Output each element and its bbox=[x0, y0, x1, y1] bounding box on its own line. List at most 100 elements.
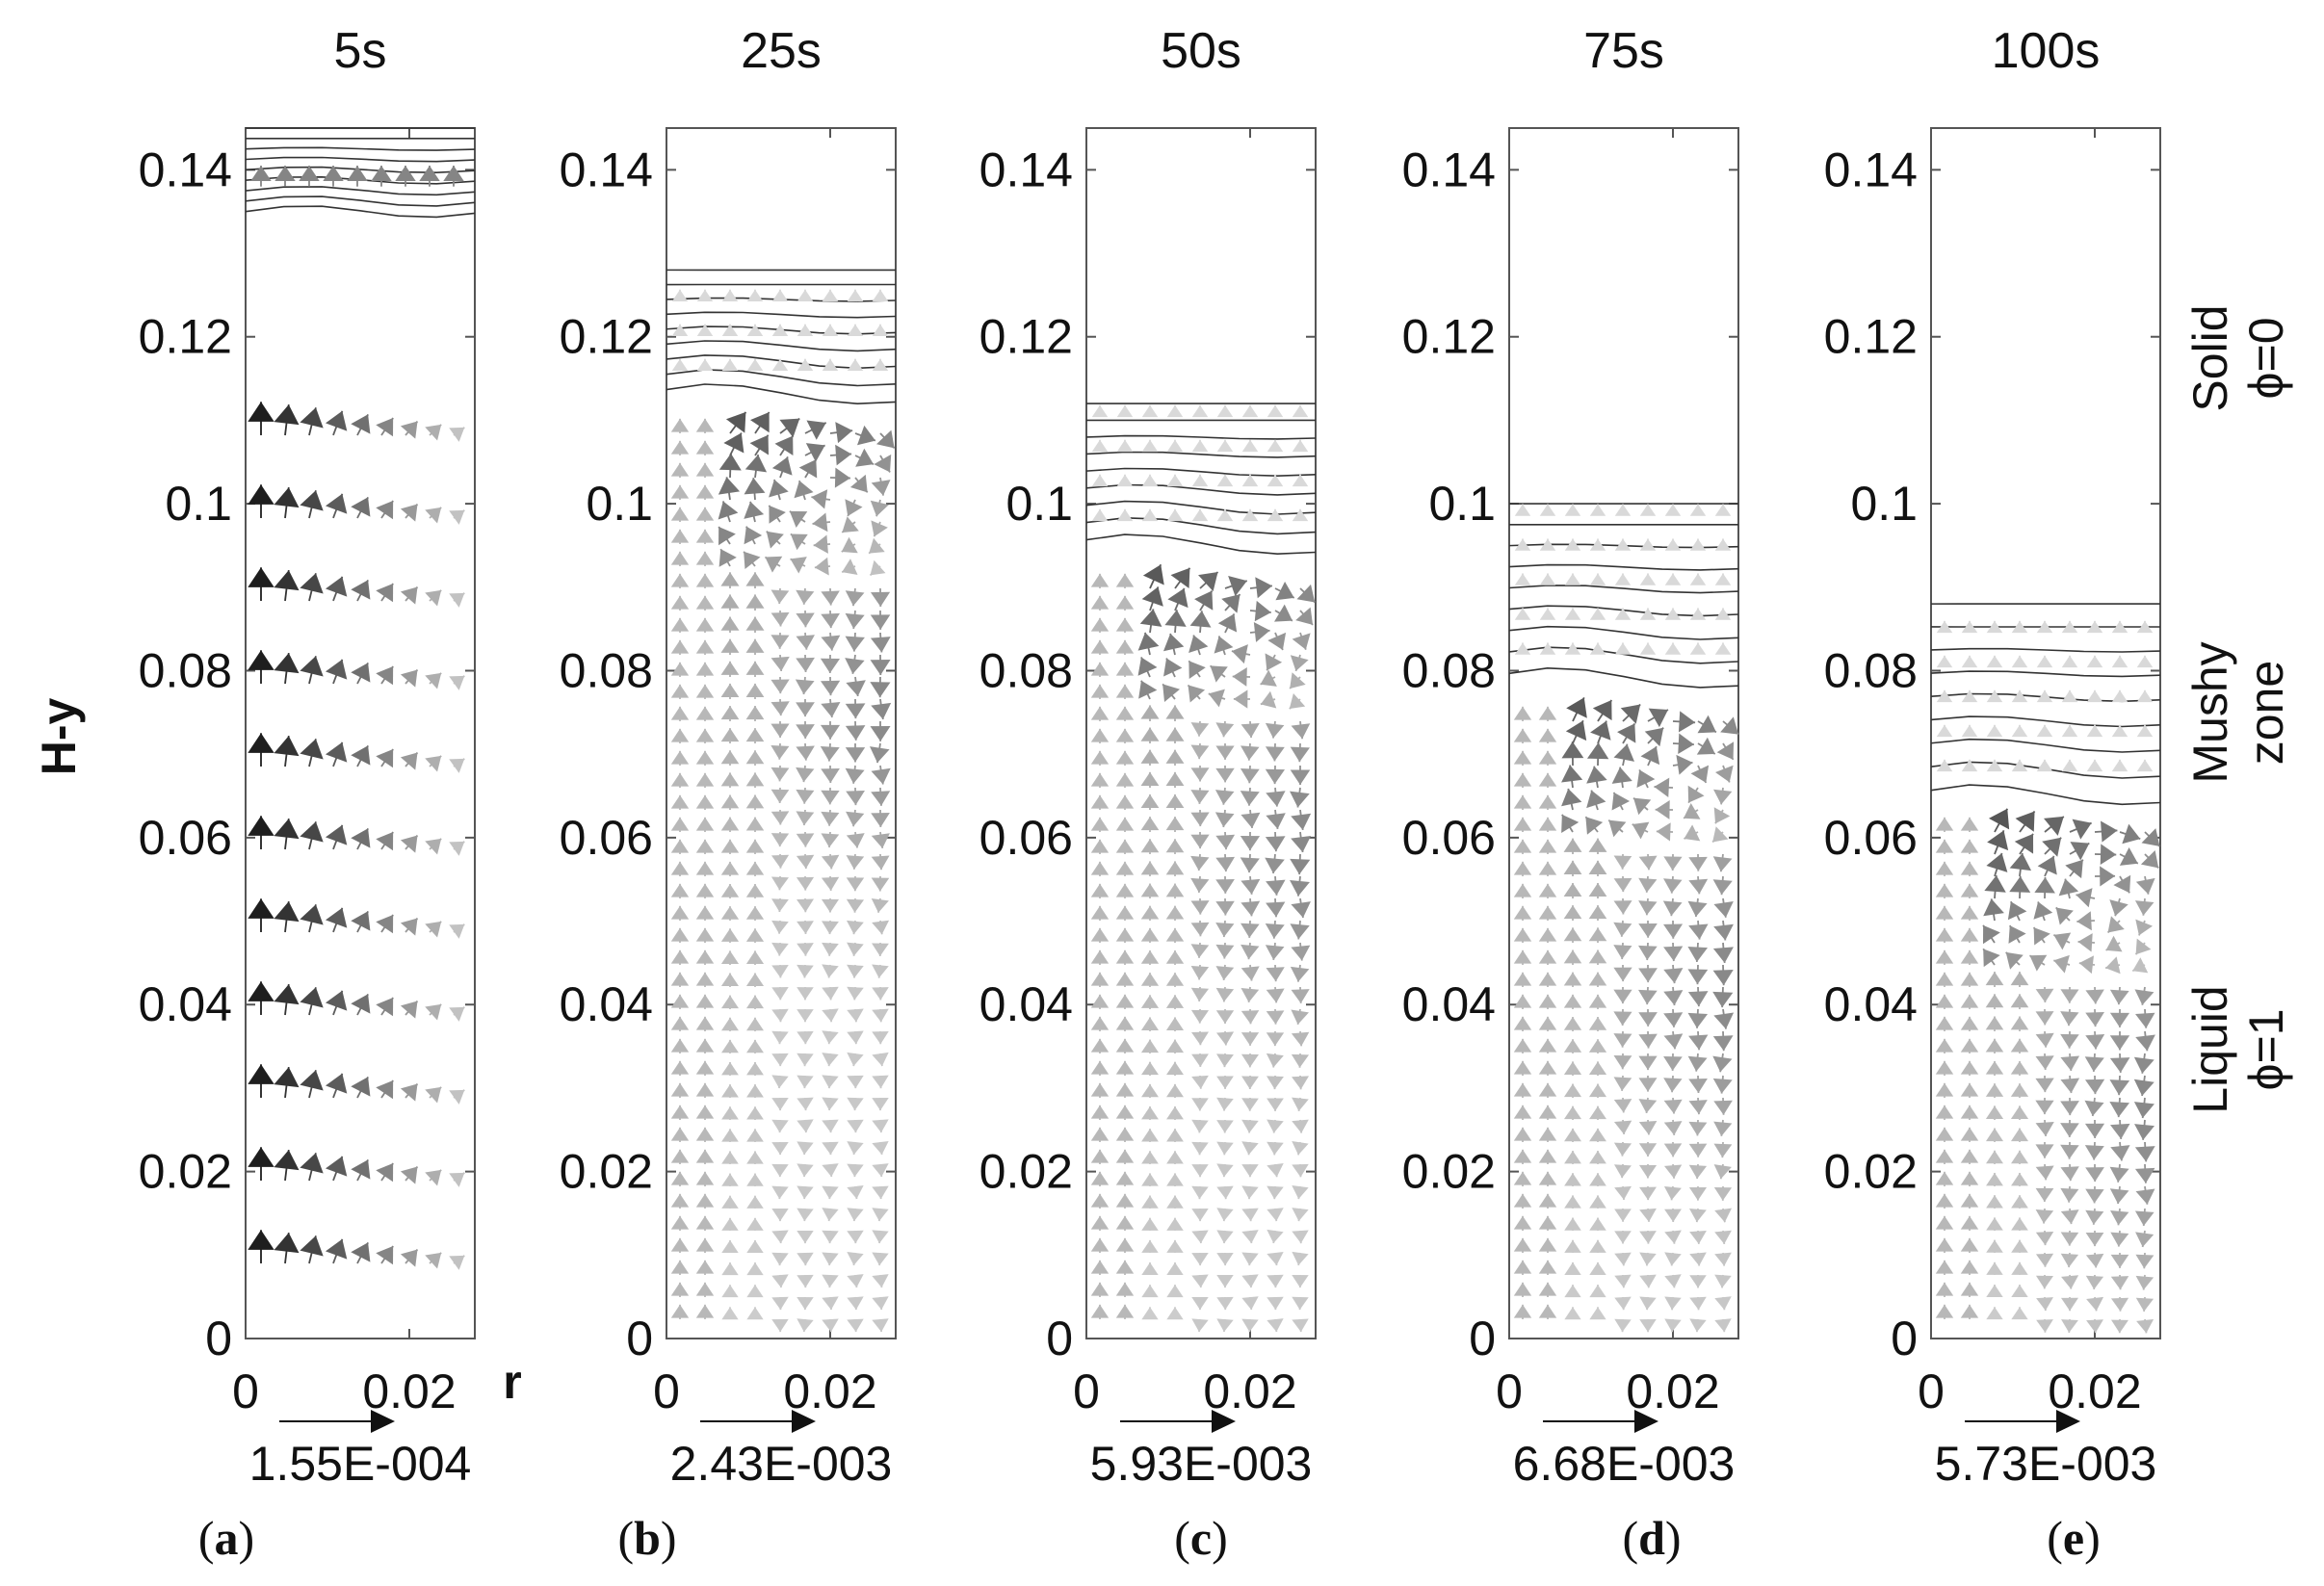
velocity-arrow-head bbox=[1140, 905, 1160, 920]
velocity-arrow-head bbox=[720, 683, 740, 698]
velocity-arrow-head bbox=[1265, 768, 1286, 785]
velocity-arrow-head bbox=[376, 748, 394, 768]
velocity-arrow-head bbox=[1712, 1035, 1734, 1052]
velocity-arrow-head bbox=[1588, 905, 1607, 920]
velocity-arrow-head bbox=[872, 1052, 889, 1067]
velocity-arrow-head bbox=[248, 1230, 274, 1250]
y-tick-label: 0.12 bbox=[560, 310, 653, 364]
velocity-arrow-head bbox=[1265, 857, 1285, 874]
velocity-arrow-head bbox=[300, 987, 324, 1008]
velocity-arrow-head bbox=[695, 1215, 715, 1230]
velocity-arrow-head bbox=[2035, 1209, 2054, 1224]
velocity-arrow-head bbox=[1240, 1053, 1259, 1068]
velocity-arrow-head bbox=[671, 324, 689, 337]
velocity-arrow-head bbox=[670, 684, 690, 698]
velocity-arrow-head bbox=[1140, 973, 1160, 986]
velocity-arrow-head bbox=[376, 914, 394, 934]
velocity-arrow-head bbox=[821, 768, 840, 784]
velocity-arrow-head bbox=[300, 904, 324, 925]
velocity-arrow-head bbox=[1936, 759, 1953, 772]
plot-frame bbox=[1930, 127, 2161, 1339]
velocity-arrow-head bbox=[2111, 620, 2128, 634]
velocity-arrow-head bbox=[2085, 1209, 2104, 1225]
velocity-arrow-head bbox=[425, 1086, 442, 1104]
velocity-arrow-head bbox=[1539, 642, 1556, 655]
velocity-arrow-head bbox=[1191, 1185, 1209, 1200]
velocity-arrow-head bbox=[2135, 1297, 2154, 1312]
y-tick-label: 0.12 bbox=[1402, 310, 1496, 364]
velocity-arrow-head bbox=[1167, 587, 1188, 609]
velocity-arrow-head bbox=[695, 905, 715, 920]
velocity-field bbox=[1090, 404, 1316, 1333]
velocity-arrow-head bbox=[696, 289, 714, 302]
velocity-arrow-head bbox=[1265, 653, 1283, 671]
velocity-arrow-head bbox=[1115, 972, 1135, 986]
velocity-arrow-head bbox=[1538, 750, 1557, 765]
velocity-arrow-head bbox=[1985, 994, 2004, 1008]
y-tick-label: 0.06 bbox=[139, 811, 232, 865]
velocity-arrow-head bbox=[790, 557, 807, 574]
velocity-arrow-head bbox=[2035, 1032, 2054, 1048]
velocity-arrow-head bbox=[1292, 1140, 1309, 1156]
velocity-arrow-head bbox=[822, 986, 839, 1001]
velocity-arrow-head bbox=[2035, 1078, 2054, 1093]
velocity-arrow-head bbox=[1141, 1105, 1159, 1120]
velocity-arrow-head bbox=[1513, 883, 1532, 897]
velocity-arrow-head bbox=[2101, 820, 2118, 843]
velocity-arrow-head bbox=[1538, 1060, 1557, 1075]
velocity-arrow-head bbox=[720, 861, 740, 875]
velocity-arrow-head bbox=[871, 877, 890, 892]
velocity-arrow-head bbox=[746, 1239, 764, 1253]
velocity-arrow-head bbox=[1935, 1237, 1954, 1252]
velocity-arrow-head bbox=[1163, 658, 1183, 677]
velocity-arrow-head bbox=[670, 595, 690, 610]
velocity-arrow-head bbox=[1240, 722, 1260, 739]
velocity-arrow-head bbox=[1663, 1164, 1683, 1179]
velocity-arrow-head bbox=[1240, 878, 1261, 895]
velocity-arrow-head bbox=[1638, 855, 1658, 871]
velocity-arrow-head bbox=[725, 411, 746, 433]
velocity-arrow-head bbox=[1720, 716, 1739, 735]
velocity-arrow-head bbox=[670, 418, 690, 432]
velocity-arrow-head bbox=[2085, 1253, 2104, 1268]
velocity-arrow-head bbox=[745, 817, 765, 831]
velocity-arrow-head bbox=[822, 324, 839, 337]
velocity-arrow-head bbox=[846, 855, 865, 870]
velocity-arrow-head bbox=[1538, 1260, 1557, 1274]
velocity-arrow-head bbox=[2010, 1105, 2029, 1119]
velocity-arrow-head bbox=[771, 898, 789, 912]
velocity-arrow-head bbox=[670, 728, 690, 742]
velocity-arrow-head bbox=[1115, 905, 1135, 920]
velocity-arrow-head bbox=[1696, 737, 1715, 755]
mushy-contour-line bbox=[245, 166, 476, 174]
velocity-arrow-head bbox=[745, 638, 765, 653]
velocity-arrow-head bbox=[2060, 1187, 2079, 1203]
velocity-arrow-head bbox=[400, 421, 418, 439]
velocity-arrow-head bbox=[425, 1169, 442, 1186]
velocity-arrow-head bbox=[695, 1171, 715, 1185]
velocity-arrow-head bbox=[1664, 573, 1682, 585]
velocity-arrow-head bbox=[2136, 1318, 2154, 1334]
velocity-arrow-head bbox=[400, 504, 418, 522]
velocity-arrow-head bbox=[1986, 1261, 2003, 1275]
velocity-arrow-head bbox=[870, 591, 891, 608]
velocity-arrow-head bbox=[1292, 1097, 1309, 1111]
velocity-arrow-head bbox=[2132, 957, 2149, 974]
velocity-arrow-head bbox=[1538, 927, 1557, 942]
velocity-arrow-head bbox=[1688, 856, 1708, 871]
velocity-arrow-head bbox=[1614, 1274, 1632, 1288]
velocity-arrow-head bbox=[1166, 1307, 1184, 1320]
velocity-arrow-head bbox=[1216, 1097, 1234, 1111]
velocity-arrow-head bbox=[1290, 672, 1306, 689]
velocity-arrow-head bbox=[871, 812, 890, 827]
zone-liquid-name: Liquid bbox=[2183, 985, 2237, 1113]
mushy-contour-line bbox=[1508, 563, 1739, 571]
velocity-arrow-head bbox=[1090, 595, 1110, 610]
velocity-arrow-head bbox=[821, 811, 840, 826]
velocity-arrow-head bbox=[670, 839, 690, 853]
velocity-arrow-head bbox=[425, 672, 442, 689]
velocity-arrow-head bbox=[1714, 1274, 1732, 1288]
velocity-arrow-head bbox=[771, 1098, 789, 1111]
velocity-arrow-head bbox=[1960, 1038, 1979, 1053]
velocity-arrow-head bbox=[449, 1255, 465, 1270]
